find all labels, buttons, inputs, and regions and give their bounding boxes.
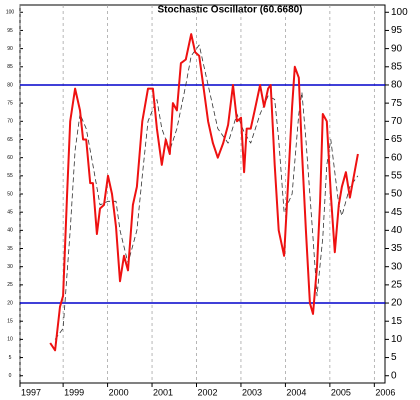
y2-tick-label: 60 [391,152,403,163]
y-tick-label: 60 [7,155,13,161]
x-tick-label: 2000 [109,387,129,397]
y-tick-label: 95 [7,28,13,34]
x-tick-label: 1999 [64,387,84,397]
chart-title: Stochastic Oscillator (60.6680) [157,5,302,16]
y-tick-label: 0 [9,373,12,379]
y-tick-label: 85 [7,64,13,70]
y2-tick-label: 100 [391,7,408,18]
series-line [49,33,359,352]
x-tick-label: 1997 [21,387,41,397]
y2-tick-label: 85 [391,61,403,72]
x-tick-label: 2001 [153,387,173,397]
y-tick-label: 10 [7,337,13,343]
x-tick-label: 2003 [242,387,262,397]
y2-tick-label: 70 [391,116,403,127]
y-tick-label: 90 [7,46,13,52]
y2-tick-label: 90 [391,43,403,54]
y2-tick-label: 75 [391,98,403,109]
y2-tick-label: 30 [391,261,403,272]
y-tick-label: 40 [7,228,13,234]
y2-tick-label: 15 [391,316,403,327]
series-line [54,44,359,340]
y-tick-label: 75 [7,100,13,106]
y2-tick-label: 65 [391,134,403,145]
y-tick-label: 80 [7,82,13,88]
y2-tick-label: 50 [391,189,403,200]
plot-frame [19,4,386,384]
y2-tick-label: 0 [391,370,397,381]
y2-tick-label: 5 [391,352,397,363]
y2-tick-label: 55 [391,170,403,181]
y-tick-label: 45 [7,210,13,216]
y2-tick-label: 25 [391,280,403,291]
y-tick-label: 5 [9,355,12,361]
y-tick-label: 25 [7,282,13,288]
x-tick-label: 2006 [375,387,395,397]
y2-tick-label: 95 [391,25,403,36]
y-tick-label: 50 [7,191,13,197]
y-tick-label: 20 [7,300,13,306]
y2-tick-label: 20 [391,298,403,309]
y-tick-label: 70 [7,119,13,125]
x-tick-label: 2002 [197,387,217,397]
y2-tick-label: 45 [391,207,403,218]
y-tick-label: 35 [7,246,13,252]
y2-tick-label: 35 [391,243,403,254]
y-tick-label: 65 [7,137,13,143]
y-tick-label: 55 [7,173,13,179]
y2-tick-label: 80 [391,80,403,91]
y-tick-label: 30 [7,264,13,270]
x-tick-label: 2005 [331,387,351,397]
y-tick-label: 15 [7,319,13,325]
x-tick-label: 2004 [286,387,306,397]
y2-tick-label: 40 [391,225,403,236]
y-tick-label: 100 [6,10,15,16]
y2-tick-label: 10 [391,334,403,345]
